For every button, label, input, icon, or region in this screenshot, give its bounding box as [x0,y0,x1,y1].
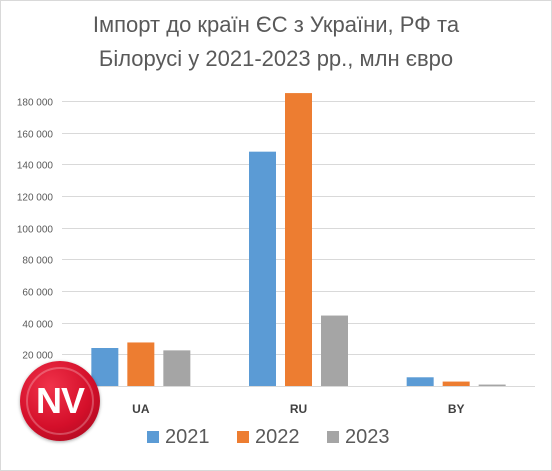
legend-swatch-2021 [147,431,159,443]
y-tick-label: 140 000 [17,161,54,172]
y-tick-label: 160 000 [17,130,54,141]
chart-title: Імпорт до країн ЄС з України, РФ та Біло… [0,8,552,76]
bar-ua-2022 [127,342,155,386]
bar-by-2022 [442,381,470,386]
bar-ua-2023 [163,350,191,386]
chart-title-line-2: Білорусі у 2021-2023 рр., млн євро [98,46,454,71]
legend-label-2021: 2021 [165,426,210,448]
x-category-label: BY [448,402,465,416]
legend-swatch-2022 [237,431,249,443]
chart-title-line-1: Імпорт до країн ЄС з України, РФ та [92,12,460,37]
bar-ru-2021 [249,151,276,386]
y-tick-label: 40 000 [22,320,53,331]
bar-by-2023 [478,384,506,386]
legend-label-2022: 2022 [255,426,300,448]
logo-text: NV [35,380,85,421]
x-category-label: UA [132,402,150,416]
x-category-label: RU [290,402,307,416]
y-tick-label: 60 000 [22,288,53,299]
logo-ring [26,367,94,435]
y-tick-label: 100 000 [17,225,54,236]
legend-label-2023: 2023 [345,426,390,448]
legend-swatch-2023 [327,431,339,443]
y-tick-label: 180 000 [17,98,54,109]
y-tick-label: 20 000 [22,351,53,362]
bar-ru-2022 [285,93,312,386]
y-tick-label: 120 000 [17,193,54,204]
nv-logo: NV [20,361,100,441]
bar-ua-2021 [91,348,119,386]
bar-ru-2023 [321,315,348,386]
bar-by-2021 [406,377,434,386]
y-tick-label: 80 000 [22,256,53,267]
